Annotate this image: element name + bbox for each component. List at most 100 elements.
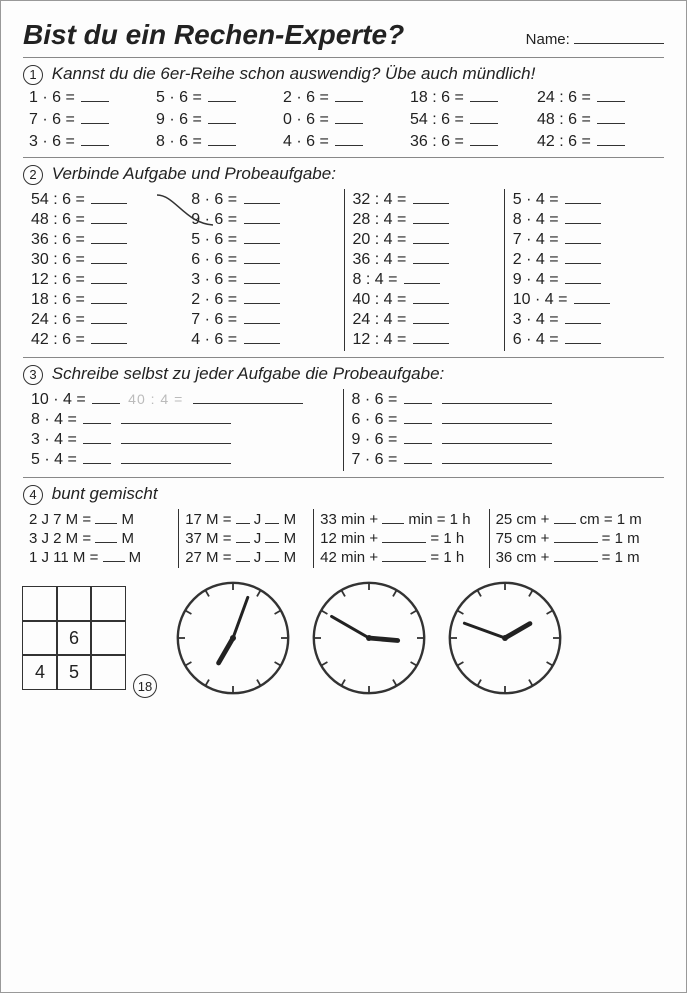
sq-1[interactable] xyxy=(22,586,58,622)
bottom-row: 6 4 5 18 xyxy=(23,578,664,698)
problem-row[interactable]: 8 · 4 = xyxy=(31,411,335,429)
problem[interactable]: 24 : 6 = xyxy=(31,311,175,329)
problem[interactable]: 2 · 4 = xyxy=(513,251,656,269)
problem[interactable]: 7 · 6 = xyxy=(29,111,156,129)
problem[interactable]: 36 : 6 = xyxy=(31,231,175,249)
problem[interactable]: 54 : 6 = xyxy=(410,111,537,129)
problem[interactable]: 1 J 11 M = M xyxy=(29,549,172,566)
problem-row[interactable]: 3 · 4 = xyxy=(31,431,335,449)
column: 8 · 6 = 9 · 6 = 5 · 6 = 6 · 6 = 3 · 6 = … xyxy=(183,189,343,351)
problem-row[interactable]: 6 · 6 = xyxy=(352,411,657,429)
problem[interactable]: 20 : 4 = xyxy=(353,231,496,249)
problem[interactable]: 8 · 6 = xyxy=(191,191,335,209)
problem[interactable]: 6 · 4 = xyxy=(513,331,656,349)
problem[interactable]: 9 · 4 = xyxy=(513,271,656,289)
problem[interactable]: 8 : 4 = xyxy=(353,271,496,289)
problem-row[interactable]: 5 · 4 = xyxy=(31,451,335,469)
clock-1 xyxy=(173,578,293,698)
section-3-text: Schreibe selbst zu jeder Aufgabe die Pro… xyxy=(52,364,445,383)
section-2-text: Verbinde Aufgabe und Probeaufgabe: xyxy=(52,164,336,183)
problem[interactable]: 9 · 6 = xyxy=(156,111,283,129)
problem[interactable]: 42 : 6 = xyxy=(537,133,664,151)
problem[interactable]: 40 : 4 = xyxy=(353,291,496,309)
column-right: 8 · 6 = 6 · 6 = 9 · 6 = 7 · 6 = xyxy=(344,389,665,471)
problem[interactable]: 36 : 6 = xyxy=(410,133,537,151)
problem[interactable]: 17 M = J M xyxy=(185,511,307,528)
problem[interactable]: 42 min + = 1 h xyxy=(320,549,482,566)
problem[interactable]: 48 : 6 = xyxy=(537,111,664,129)
problem[interactable]: 4 · 6 = xyxy=(283,133,410,151)
problem[interactable]: 5 · 6 = xyxy=(191,231,335,249)
problem[interactable]: 1 · 6 = xyxy=(29,89,156,107)
divider xyxy=(23,357,664,358)
problem[interactable]: 9 · 6 = xyxy=(191,211,335,229)
problem[interactable]: 18 : 6 = xyxy=(410,89,537,107)
problem[interactable]: 3 · 4 = xyxy=(513,311,656,329)
problem[interactable]: 12 : 6 = xyxy=(31,271,175,289)
problem[interactable]: 10 · 4 = xyxy=(513,291,656,309)
problem[interactable]: 5 · 6 = xyxy=(156,89,283,107)
sq-2[interactable] xyxy=(56,586,92,622)
problem[interactable]: 12 min + = 1 h xyxy=(320,530,482,547)
magic-square[interactable]: 6 4 5 xyxy=(23,587,125,689)
sq-4[interactable] xyxy=(22,620,58,656)
sq-7[interactable]: 4 xyxy=(22,654,58,690)
problem[interactable]: 3 · 6 = xyxy=(191,271,335,289)
problem[interactable]: 48 : 6 = xyxy=(31,211,175,229)
problem[interactable]: 5 · 4 = xyxy=(513,191,656,209)
column: 54 : 6 = 48 : 6 = 36 : 6 = 30 : 6 = 12 :… xyxy=(23,189,183,351)
problem[interactable]: 2 · 6 = xyxy=(283,89,410,107)
problem[interactable]: 24 : 6 = xyxy=(537,89,664,107)
problem-row[interactable]: 7 · 6 = xyxy=(352,451,657,469)
problem[interactable]: 8 · 6 = xyxy=(156,133,283,151)
divider xyxy=(23,477,664,478)
section-3-title: 3 Schreibe selbst zu jeder Aufgabe die P… xyxy=(23,364,664,385)
section-number-3: 3 xyxy=(23,365,43,385)
problem[interactable]: 12 : 4 = xyxy=(353,331,496,349)
problem[interactable]: 6 · 6 = xyxy=(191,251,335,269)
problem[interactable]: 33 min + min = 1 h xyxy=(320,511,482,528)
problem[interactable]: 4 · 6 = xyxy=(191,331,335,349)
problem[interactable]: 3 · 6 = xyxy=(29,133,156,151)
problem[interactable]: 24 : 4 = xyxy=(353,311,496,329)
problem[interactable]: 28 : 4 = xyxy=(353,211,496,229)
section-4-grid: 2 J 7 M = M 3 J 2 M = M 1 J 11 M = M 17 M =… xyxy=(23,509,664,568)
sq-6[interactable] xyxy=(90,620,126,656)
sq-8[interactable]: 5 xyxy=(56,654,92,690)
problem[interactable]: 2 J 7 M = M xyxy=(29,511,172,528)
problem[interactable]: 75 cm + = 1 m xyxy=(496,530,658,547)
name-blank[interactable] xyxy=(574,29,664,44)
problem[interactable]: 30 : 6 = xyxy=(31,251,175,269)
problem[interactable]: 25 cm + cm = 1 m xyxy=(496,511,658,528)
section-2-grid: 54 : 6 = 48 : 6 = 36 : 6 = 30 : 6 = 12 :… xyxy=(23,189,664,351)
problem[interactable]: 32 : 4 = xyxy=(353,191,496,209)
problem[interactable]: 2 · 6 = xyxy=(191,291,335,309)
problem[interactable]: 3 J 2 M = M xyxy=(29,530,172,547)
column: 17 M = J M 37 M = J M 27 M = J M xyxy=(178,509,313,568)
problem[interactable]: 42 : 6 = xyxy=(31,331,175,349)
clock-3 xyxy=(445,578,565,698)
problem[interactable]: 7 · 4 = xyxy=(513,231,656,249)
problem[interactable]: 54 : 6 = xyxy=(31,191,175,209)
problem[interactable]: 0 · 6 = xyxy=(283,111,410,129)
section-number-1: 1 xyxy=(23,65,43,85)
problem[interactable]: 8 · 4 = xyxy=(513,211,656,229)
problem-row[interactable]: 8 · 6 = xyxy=(352,391,657,409)
section-number-2: 2 xyxy=(23,165,43,185)
problem[interactable]: 36 cm + = 1 m xyxy=(496,549,658,566)
sq-3[interactable] xyxy=(90,586,126,622)
column: 5 · 4 = 8 · 4 = 7 · 4 = 2 · 4 = 9 · 4 = … xyxy=(504,189,664,351)
section-4-title: 4 bunt gemischt xyxy=(23,484,664,505)
sq-5[interactable]: 6 xyxy=(56,620,92,656)
page-number: 18 xyxy=(133,674,157,698)
problem[interactable]: 37 M = J M xyxy=(185,530,307,547)
sq-9[interactable] xyxy=(90,654,126,690)
problem-row[interactable]: 10 · 4 = 40 : 4 = xyxy=(31,391,335,409)
column: 2 J 7 M = M 3 J 2 M = M 1 J 11 M = M xyxy=(23,509,178,568)
column-left: 10 · 4 = 40 : 4 = 8 · 4 = 3 · 4 = 5 · 4 = xyxy=(23,389,344,471)
problem[interactable]: 36 : 4 = xyxy=(353,251,496,269)
problem[interactable]: 27 M = J M xyxy=(185,549,307,566)
problem-row[interactable]: 9 · 6 = xyxy=(352,431,657,449)
problem[interactable]: 18 : 6 = xyxy=(31,291,175,309)
problem[interactable]: 7 · 6 = xyxy=(191,311,335,329)
